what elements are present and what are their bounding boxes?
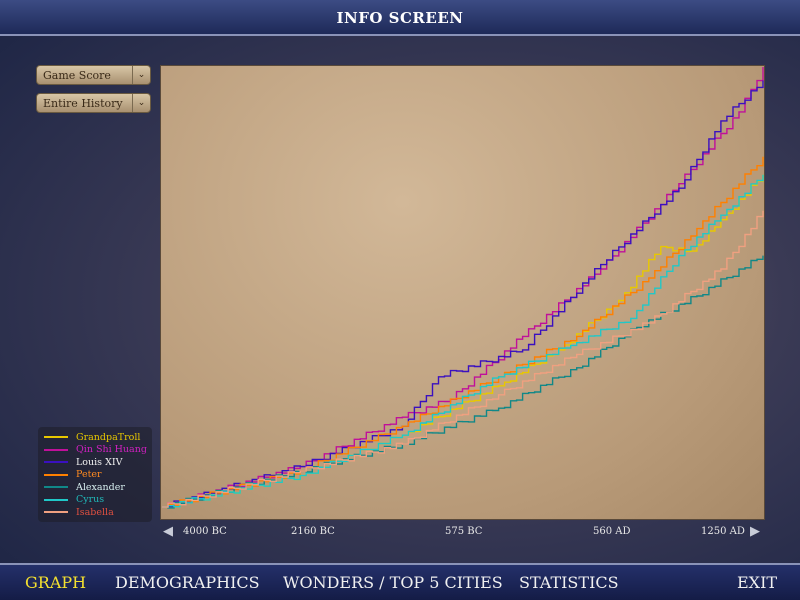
exit-button[interactable]: EXIT bbox=[737, 573, 778, 592]
legend-label: Peter bbox=[76, 469, 102, 480]
legend-item: Louis XIV bbox=[44, 456, 122, 468]
scroll-right-arrow-icon[interactable]: ▶ bbox=[750, 524, 760, 539]
x-tick-label: 560 AD bbox=[593, 526, 631, 537]
scroll-left-arrow-icon[interactable]: ◀ bbox=[163, 524, 173, 539]
series-line-grandpatroll bbox=[162, 174, 764, 508]
series-line-peter bbox=[162, 156, 764, 508]
legend-item: Qin Shi Huang bbox=[44, 444, 147, 456]
metric-dropdown[interactable]: Game Score ⌄ bbox=[36, 65, 151, 85]
legend-swatch bbox=[44, 486, 68, 488]
graph-plot-area bbox=[160, 65, 765, 520]
legend-label: Alexander bbox=[76, 481, 125, 493]
legend-swatch bbox=[44, 473, 68, 476]
x-tick-label: 1250 AD bbox=[701, 526, 745, 537]
legend-swatch bbox=[44, 461, 68, 463]
page-title: INFO SCREEN bbox=[336, 9, 464, 27]
legend-item: Isabella bbox=[44, 506, 114, 518]
legend-swatch bbox=[44, 448, 68, 451]
x-tick-label: 4000 BC bbox=[183, 526, 227, 537]
tab-graph[interactable]: GRAPH bbox=[25, 573, 87, 592]
series-line-cyrus bbox=[162, 174, 764, 508]
bottom-nav: GRAPH DEMOGRAPHICS WONDERS / TOP 5 CITIE… bbox=[0, 563, 800, 600]
title-bar: INFO SCREEN bbox=[0, 0, 800, 36]
metric-value: Game Score bbox=[43, 69, 111, 82]
chevron-down-icon: ⌄ bbox=[132, 66, 150, 84]
tab-wonders-top-cities[interactable]: WONDERS / TOP 5 CITIES bbox=[283, 573, 503, 592]
legend-label: GrandpaTroll bbox=[76, 431, 141, 443]
tab-statistics[interactable]: STATISTICS bbox=[519, 573, 619, 592]
legend-swatch bbox=[44, 498, 68, 501]
legend-item: Alexander bbox=[44, 481, 125, 493]
chevron-down-icon: ⌄ bbox=[132, 94, 150, 112]
series-line-isabella bbox=[162, 210, 764, 508]
legend-item: GrandpaTroll bbox=[44, 431, 140, 443]
legend: GrandpaTroll Qin Shi Huang Louis XIV Peter A… bbox=[38, 427, 152, 522]
legend-item: Peter bbox=[44, 469, 102, 481]
legend-swatch bbox=[44, 436, 68, 438]
tab-demographics[interactable]: DEMOGRAPHICS bbox=[115, 573, 260, 592]
legend-item: Cyrus bbox=[44, 494, 104, 506]
legend-label: Isabella bbox=[76, 506, 114, 518]
series-line-louis-xiv bbox=[162, 80, 764, 508]
x-tick-label: 2160 BC bbox=[291, 526, 335, 537]
legend-label: Cyrus bbox=[76, 494, 105, 505]
legend-label: Louis XIV bbox=[76, 456, 123, 468]
x-tick-label: 575 BC bbox=[445, 526, 483, 537]
legend-swatch bbox=[44, 511, 68, 513]
range-value: Entire History bbox=[43, 97, 123, 110]
series-line-alexander bbox=[162, 255, 764, 509]
series-line-qin-shi-huang bbox=[162, 67, 764, 508]
legend-label: Qin Shi Huang bbox=[76, 444, 147, 455]
score-graph bbox=[162, 67, 764, 509]
range-dropdown[interactable]: Entire History ⌄ bbox=[36, 93, 151, 113]
